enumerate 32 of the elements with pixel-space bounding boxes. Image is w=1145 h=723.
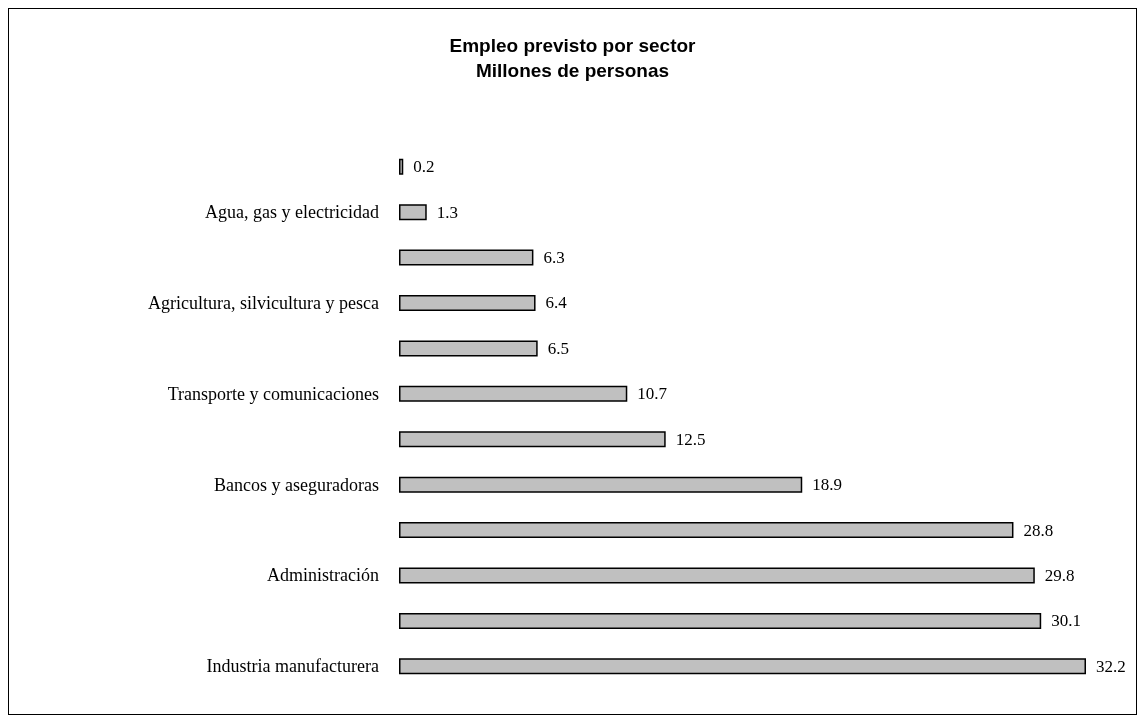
data-label: 10.7: [637, 384, 668, 404]
data-label: 28.8: [1023, 520, 1054, 540]
data-label: 6.3: [543, 248, 565, 268]
bar: [399, 431, 666, 448]
data-label: 6.5: [547, 338, 569, 358]
chart-subtitle: Millones de personas: [475, 60, 670, 81]
y-tick-label: Administración: [267, 565, 379, 586]
bar: [399, 522, 1014, 539]
data-label: 12.5: [675, 429, 706, 449]
bar: [399, 476, 803, 493]
bar: [399, 249, 534, 266]
data-label: 1.3: [436, 202, 458, 222]
bar: [399, 385, 628, 402]
y-tick-label: Transporte y comunicaciones: [167, 383, 379, 404]
data-label: 32.2: [1096, 656, 1126, 676]
bar: [399, 658, 1086, 675]
data-label: 18.9: [812, 475, 842, 495]
data-label: 6.4: [545, 293, 568, 313]
y-tick-label: Agua, gas y electricidad: [205, 202, 379, 223]
bar: [399, 340, 538, 357]
bar: [399, 612, 1042, 629]
data-label: 29.8: [1044, 565, 1075, 585]
data-label: 30.1: [1051, 611, 1081, 631]
bar: [399, 158, 404, 175]
bar: [399, 567, 1035, 584]
y-tick-label: Agricultura, silvicultura y pesca: [148, 292, 379, 313]
data-label: 0.2: [413, 157, 435, 177]
bar: [399, 204, 427, 221]
bar: [399, 294, 536, 311]
y-tick-label: Bancos y aseguradoras: [214, 474, 379, 495]
y-tick-label: Industria manufacturera: [206, 656, 379, 677]
chart-title: Empleo previsto por sector: [449, 35, 697, 56]
